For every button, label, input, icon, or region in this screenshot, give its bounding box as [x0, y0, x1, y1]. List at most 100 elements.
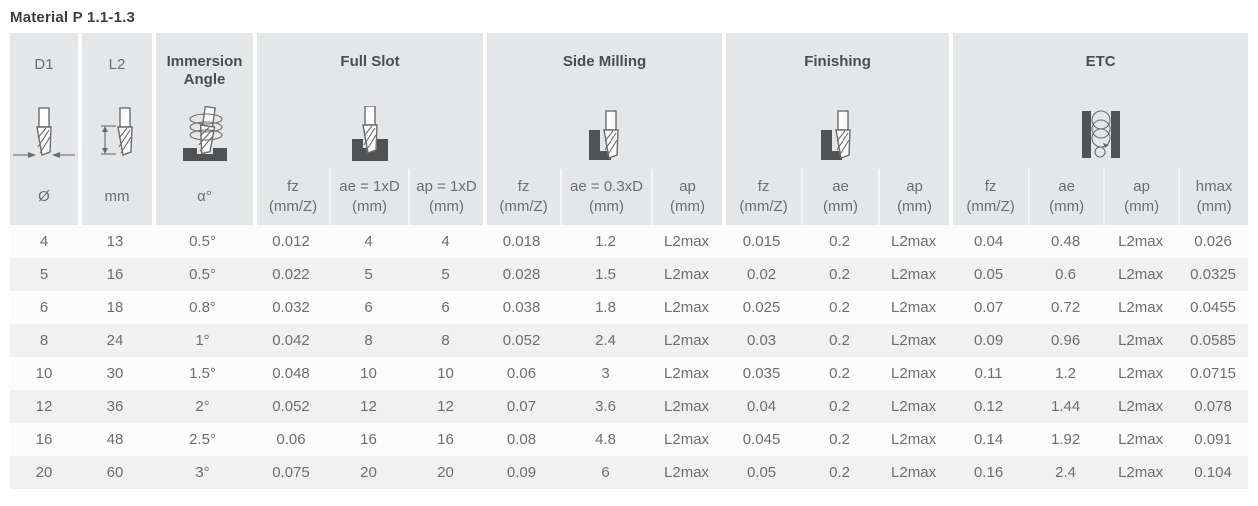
- cell-r0-c12: 0.04: [949, 225, 1029, 258]
- cell-r2-c12: 0.07: [949, 291, 1029, 324]
- cell-r6-c9: 0.045: [722, 423, 802, 456]
- subheader-sidemilling-ap: ap (mm): [651, 169, 723, 225]
- subheader-sidemilling-ae: ae = 0.3xD (mm): [560, 169, 652, 225]
- cell-r0-c13: 0.48: [1028, 225, 1104, 258]
- cell-r3-c13: 0.96: [1028, 324, 1104, 357]
- cell-r4-c2: 1.5°: [152, 357, 253, 390]
- side-milling-label: Side Milling: [562, 53, 647, 70]
- cell-r4-c1: 30: [78, 357, 152, 390]
- cell-r4-c7: 3: [560, 357, 652, 390]
- subheader-finishing-ae: ae (mm): [801, 169, 879, 225]
- table-row: 20 60 3° 0.075 20 20 0.09 6 L2max 0.05 0.2 L2max 0.1…: [10, 456, 1249, 489]
- page-title: Material P 1.1-1.3: [10, 9, 136, 26]
- cell-r4-c3: 0.048: [253, 357, 329, 390]
- cell-r7-c14: L2max: [1103, 456, 1179, 489]
- cell-r6-c14: L2max: [1103, 423, 1179, 456]
- subheader-d1-unit: Ø: [10, 169, 78, 225]
- cell-r6-c10: 0.2: [801, 423, 879, 456]
- cell-r3-c5: 8: [408, 324, 484, 357]
- subheader-finishing-ap: ap (mm): [878, 169, 950, 225]
- subheader-l2-unit: mm: [78, 169, 152, 225]
- cell-r7-c11: L2max: [878, 456, 950, 489]
- subheader-etc-ap: ap (mm): [1103, 169, 1179, 225]
- cell-r4-c10: 0.2: [801, 357, 879, 390]
- cell-r7-c9: 0.05: [722, 456, 802, 489]
- cell-r6-c4: 16: [329, 423, 408, 456]
- cell-r3-c14: L2max: [1103, 324, 1179, 357]
- cell-r0-c1: 13: [78, 225, 152, 258]
- finishing-label: Finishing: [804, 53, 871, 70]
- d1-label: D1: [34, 56, 54, 73]
- cell-r7-c10: 0.2: [801, 456, 879, 489]
- subheader-etc-fz: fz (mm/Z): [949, 169, 1029, 225]
- l2-label: L2: [108, 56, 126, 73]
- cell-r2-c15: 0.0455: [1178, 291, 1249, 324]
- cell-r0-c5: 4: [408, 225, 484, 258]
- endmill-diameter-icon: [13, 107, 75, 158]
- cell-r1-c15: 0.0325: [1178, 258, 1249, 291]
- cell-r1-c2: 0.5°: [152, 258, 253, 291]
- cell-r4-c0: 10: [10, 357, 78, 390]
- cell-r1-c4: 5: [329, 258, 408, 291]
- cell-r5-c9: 0.04: [722, 390, 802, 423]
- cell-r4-c13: 1.2: [1028, 357, 1104, 390]
- cell-r0-c7: 1.2: [560, 225, 652, 258]
- table-row: 4 13 0.5° 0.012 4 4 0.018 1.2 L2max 0.015 0.2 L2max…: [10, 225, 1249, 258]
- table-row: 12 36 2° 0.052 12 12 0.07 3.6 L2max 0.04 0.2 L2max 0…: [10, 390, 1249, 423]
- cell-r2-c10: 0.2: [801, 291, 879, 324]
- col-group-d1: D1: [10, 33, 78, 169]
- cell-r0-c10: 0.2: [801, 225, 879, 258]
- cell-r6-c12: 0.14: [949, 423, 1029, 456]
- cell-r3-c1: 24: [78, 324, 152, 357]
- cell-r6-c7: 4.8: [560, 423, 652, 456]
- cell-r2-c9: 0.025: [722, 291, 802, 324]
- cell-r6-c2: 2.5°: [152, 423, 253, 456]
- cell-r7-c6: 0.09: [483, 456, 561, 489]
- cell-r1-c9: 0.02: [722, 258, 802, 291]
- cell-r1-c5: 5: [408, 258, 484, 291]
- cell-r6-c3: 0.06: [253, 423, 329, 456]
- cell-r3-c10: 0.2: [801, 324, 879, 357]
- cell-r2-c4: 6: [329, 291, 408, 324]
- full-slot-icon: [352, 106, 389, 161]
- cell-r3-c4: 8: [329, 324, 408, 357]
- col-group-side-milling: Side Milling: [483, 33, 723, 169]
- table-header: D1 L2: [10, 33, 1249, 225]
- cell-r2-c2: 0.8°: [152, 291, 253, 324]
- cell-r4-c12: 0.11: [949, 357, 1029, 390]
- cell-r0-c0: 4: [10, 225, 78, 258]
- cell-r5-c8: L2max: [651, 390, 723, 423]
- cell-r7-c12: 0.16: [949, 456, 1029, 489]
- cell-r1-c13: 0.6: [1028, 258, 1104, 291]
- etc-label: ETC: [1085, 53, 1116, 70]
- cell-r1-c0: 5: [10, 258, 78, 291]
- cell-r4-c11: L2max: [878, 357, 950, 390]
- cell-r7-c7: 6: [560, 456, 652, 489]
- cell-r5-c12: 0.12: [949, 390, 1029, 423]
- cell-r2-c14: L2max: [1103, 291, 1179, 324]
- cell-r5-c14: L2max: [1103, 390, 1179, 423]
- cell-r0-c4: 4: [329, 225, 408, 258]
- cell-r4-c5: 10: [408, 357, 484, 390]
- subheader-angle-unit: α°: [152, 169, 253, 225]
- cell-r1-c1: 16: [78, 258, 152, 291]
- cell-r3-c3: 0.042: [253, 324, 329, 357]
- cell-r1-c8: L2max: [651, 258, 723, 291]
- cell-r2-c1: 18: [78, 291, 152, 324]
- subheader-etc-ae: ae (mm): [1028, 169, 1104, 225]
- cell-r5-c6: 0.07: [483, 390, 561, 423]
- finishing-icon: [820, 110, 851, 160]
- cell-r6-c6: 0.08: [483, 423, 561, 456]
- cell-r5-c10: 0.2: [801, 390, 879, 423]
- full-slot-label: Full Slot: [340, 53, 400, 70]
- cell-r6-c15: 0.091: [1178, 423, 1249, 456]
- cell-r2-c13: 0.72: [1028, 291, 1104, 324]
- cell-r0-c15: 0.026: [1178, 225, 1249, 258]
- cell-r6-c0: 16: [10, 423, 78, 456]
- cell-r0-c11: L2max: [878, 225, 950, 258]
- cell-r6-c5: 16: [408, 423, 484, 456]
- endmill-flute-length-icon: [101, 107, 133, 156]
- cell-r1-c14: L2max: [1103, 258, 1179, 291]
- cell-r5-c4: 12: [329, 390, 408, 423]
- cell-r1-c7: 1.5: [560, 258, 652, 291]
